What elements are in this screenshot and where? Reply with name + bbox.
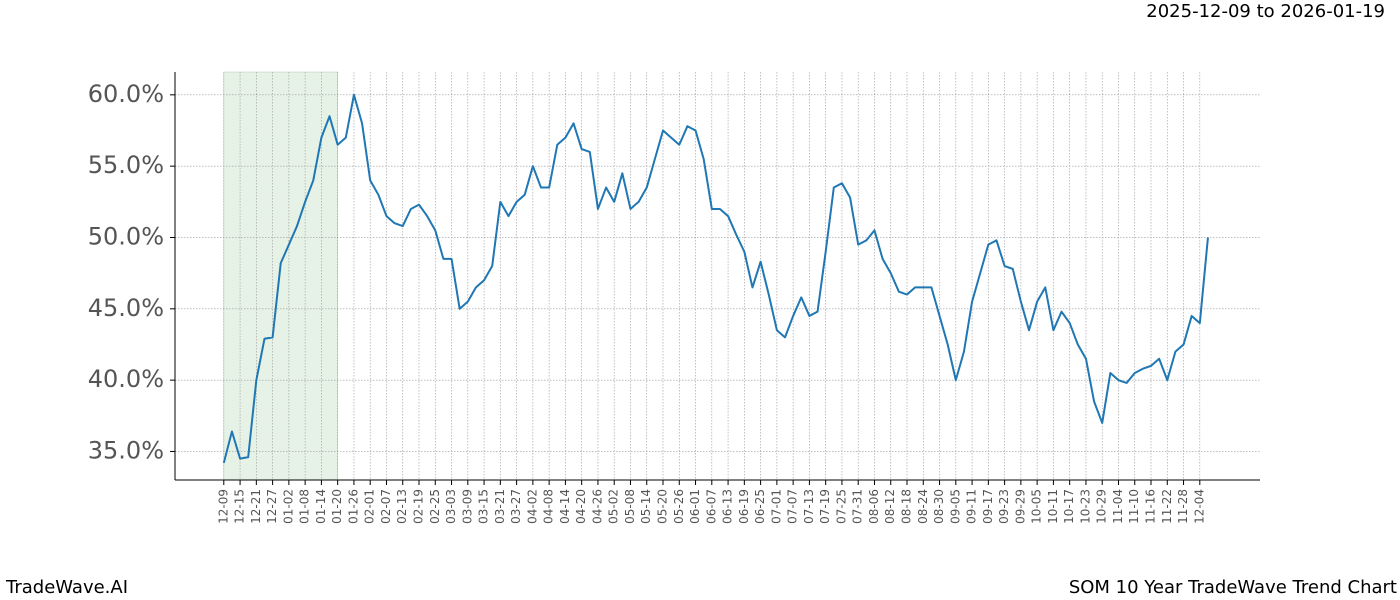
y-tick-label: 50.0%: [88, 222, 164, 250]
x-tick-label: 08-06: [867, 489, 881, 524]
x-tick-label: 10-05: [1030, 489, 1044, 524]
x-tick-label: 01-14: [314, 489, 328, 524]
x-tick-label: 07-31: [851, 489, 865, 524]
x-tick-label: 07-19: [818, 489, 832, 524]
x-tick-label: 10-23: [1078, 489, 1092, 524]
x-tick-label: 11-04: [1111, 489, 1125, 524]
x-tick-label: 04-26: [590, 489, 604, 524]
x-tick-label: 07-25: [834, 489, 848, 524]
x-tick-label: 04-20: [574, 489, 588, 524]
x-tick-label: 04-14: [558, 489, 572, 524]
x-tick-label: 04-08: [542, 489, 556, 524]
x-tick-label: 08-30: [932, 489, 946, 524]
x-tick-label: 01-20: [330, 489, 344, 524]
trend-line: [222, 93, 1209, 464]
x-tick-label: 06-07: [704, 489, 718, 524]
x-tick-label: 07-13: [802, 489, 816, 524]
x-tick-label: 06-01: [688, 489, 702, 524]
date-range: 2025-12-09 to 2026-01-19: [1146, 1, 1385, 22]
brand: TradeWave.AI: [5, 577, 128, 598]
x-tick-label: 09-05: [948, 489, 962, 524]
x-tick-label: 09-11: [965, 489, 979, 524]
chart-title: SOM 10 Year TradeWave Trend Chart: [1069, 577, 1397, 598]
y-tick-label: 60.0%: [88, 80, 164, 108]
x-tick-label: 06-13: [721, 489, 735, 524]
x-tick-label: 07-07: [786, 489, 800, 524]
x-tick-label: 01-08: [298, 489, 312, 524]
x-tick-label: 06-19: [737, 489, 751, 524]
y-tick-label: 55.0%: [88, 151, 164, 179]
x-tick-label: 02-07: [379, 489, 393, 524]
x-tick-label: 05-02: [607, 489, 621, 524]
x-tick-label: 11-10: [1127, 489, 1141, 524]
x-tick-label: 01-02: [281, 489, 295, 524]
x-tick-label: 05-14: [639, 489, 653, 524]
x-tick-label: 07-01: [769, 489, 783, 524]
x-tick-label: 12-15: [233, 489, 247, 524]
x-tick-label: 04-02: [525, 489, 539, 524]
x-tick-label: 09-29: [1013, 489, 1027, 524]
x-tick-label: 11-16: [1144, 489, 1158, 524]
x-tick-label: 08-12: [883, 489, 897, 524]
x-tick-label: 10-17: [1062, 489, 1076, 524]
x-tick-label: 12-21: [249, 489, 263, 524]
x-tick-label: 03-21: [493, 489, 507, 524]
x-tick-label: 02-13: [395, 489, 409, 524]
x-tick-label: 01-26: [346, 489, 360, 524]
x-tick-label: 03-09: [460, 489, 474, 524]
x-tick-label: 02-25: [428, 489, 442, 524]
highlight-span: [223, 71, 338, 481]
x-tick-label: 12-04: [1192, 489, 1206, 524]
x-tick-label: 09-23: [997, 489, 1011, 524]
x-tick-label: 06-25: [753, 489, 767, 524]
x-tick-label: 10-11: [1046, 489, 1060, 524]
x-tick-label: 02-19: [412, 489, 426, 524]
x-tick-label: 03-15: [477, 489, 491, 524]
x-tick-label: 08-18: [900, 489, 914, 524]
x-tick-label: 05-08: [623, 489, 637, 524]
x-tick-label: 12-27: [265, 489, 279, 524]
x-tick-label: 08-24: [916, 489, 930, 524]
x-tick-label: 10-29: [1095, 489, 1109, 524]
y-tick-label: 35.0%: [88, 436, 164, 464]
x-tick-label: 05-26: [672, 489, 686, 524]
x-tick-label: 11-28: [1176, 489, 1190, 524]
x-tick-label: 09-17: [981, 489, 995, 524]
x-tick-label: 05-20: [656, 489, 670, 524]
x-tick-label: 11-22: [1160, 489, 1174, 524]
x-tick-label: 02-01: [363, 489, 377, 524]
y-tick-label: 40.0%: [88, 365, 164, 393]
x-tick-label: 12-09: [216, 489, 230, 524]
x-tick-label: 03-27: [509, 489, 523, 524]
y-tick-label: 45.0%: [88, 294, 164, 322]
x-tick-label: 03-03: [444, 489, 458, 524]
